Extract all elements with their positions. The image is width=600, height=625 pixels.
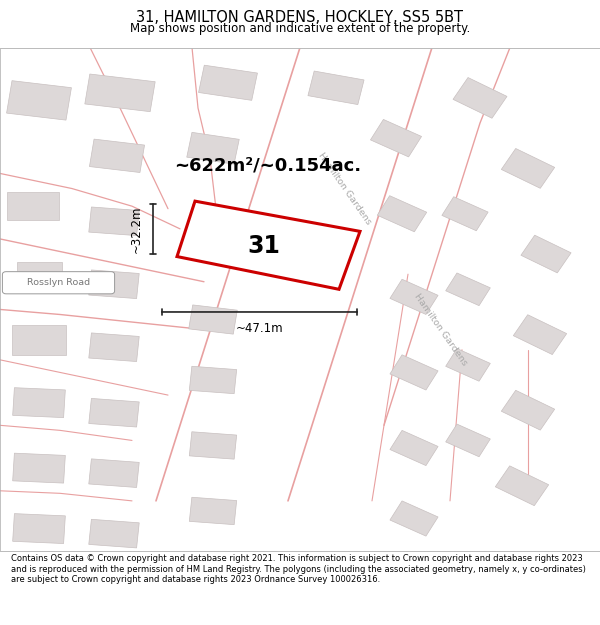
- Text: ~47.1m: ~47.1m: [236, 322, 283, 334]
- Polygon shape: [13, 453, 65, 483]
- Polygon shape: [7, 81, 71, 120]
- Polygon shape: [514, 315, 566, 354]
- Polygon shape: [89, 459, 139, 488]
- Polygon shape: [199, 65, 257, 101]
- Polygon shape: [390, 431, 438, 466]
- Polygon shape: [370, 119, 422, 157]
- Polygon shape: [521, 235, 571, 273]
- Polygon shape: [496, 466, 548, 506]
- Text: ~32.2m: ~32.2m: [130, 205, 143, 252]
- Polygon shape: [177, 201, 360, 289]
- Polygon shape: [190, 432, 236, 459]
- Polygon shape: [89, 333, 139, 361]
- Polygon shape: [442, 197, 488, 231]
- Polygon shape: [13, 514, 65, 544]
- Polygon shape: [17, 262, 62, 287]
- Polygon shape: [187, 132, 239, 164]
- Polygon shape: [189, 204, 237, 233]
- Polygon shape: [453, 78, 507, 118]
- Polygon shape: [390, 355, 438, 390]
- Polygon shape: [502, 149, 554, 188]
- Text: ~622m²/~0.154ac.: ~622m²/~0.154ac.: [174, 157, 361, 175]
- Polygon shape: [390, 279, 438, 314]
- Polygon shape: [308, 71, 364, 104]
- Text: 31: 31: [248, 234, 280, 259]
- Text: Rosslyn Road: Rosslyn Road: [27, 278, 90, 288]
- Polygon shape: [85, 74, 155, 112]
- Polygon shape: [446, 424, 490, 457]
- FancyBboxPatch shape: [2, 272, 115, 294]
- Polygon shape: [89, 207, 139, 236]
- Text: Hamilton Gardens: Hamilton Gardens: [317, 151, 373, 226]
- Text: Map shows position and indicative extent of the property.: Map shows position and indicative extent…: [130, 22, 470, 35]
- Polygon shape: [190, 498, 236, 524]
- Polygon shape: [446, 273, 490, 306]
- Text: Contains OS data © Crown copyright and database right 2021. This information is : Contains OS data © Crown copyright and d…: [11, 554, 586, 584]
- Polygon shape: [12, 324, 66, 355]
- Polygon shape: [390, 501, 438, 536]
- Polygon shape: [189, 305, 237, 334]
- Polygon shape: [89, 270, 139, 299]
- Polygon shape: [89, 519, 139, 548]
- Text: 31, HAMILTON GARDENS, HOCKLEY, SS5 5BT: 31, HAMILTON GARDENS, HOCKLEY, SS5 5BT: [137, 11, 464, 26]
- Polygon shape: [377, 196, 427, 232]
- Polygon shape: [13, 388, 65, 418]
- Polygon shape: [446, 349, 490, 381]
- Polygon shape: [89, 398, 139, 427]
- Polygon shape: [502, 390, 554, 430]
- Polygon shape: [7, 192, 59, 220]
- Text: Hamilton Gardens: Hamilton Gardens: [413, 292, 469, 367]
- Polygon shape: [89, 139, 145, 172]
- Polygon shape: [190, 366, 236, 394]
